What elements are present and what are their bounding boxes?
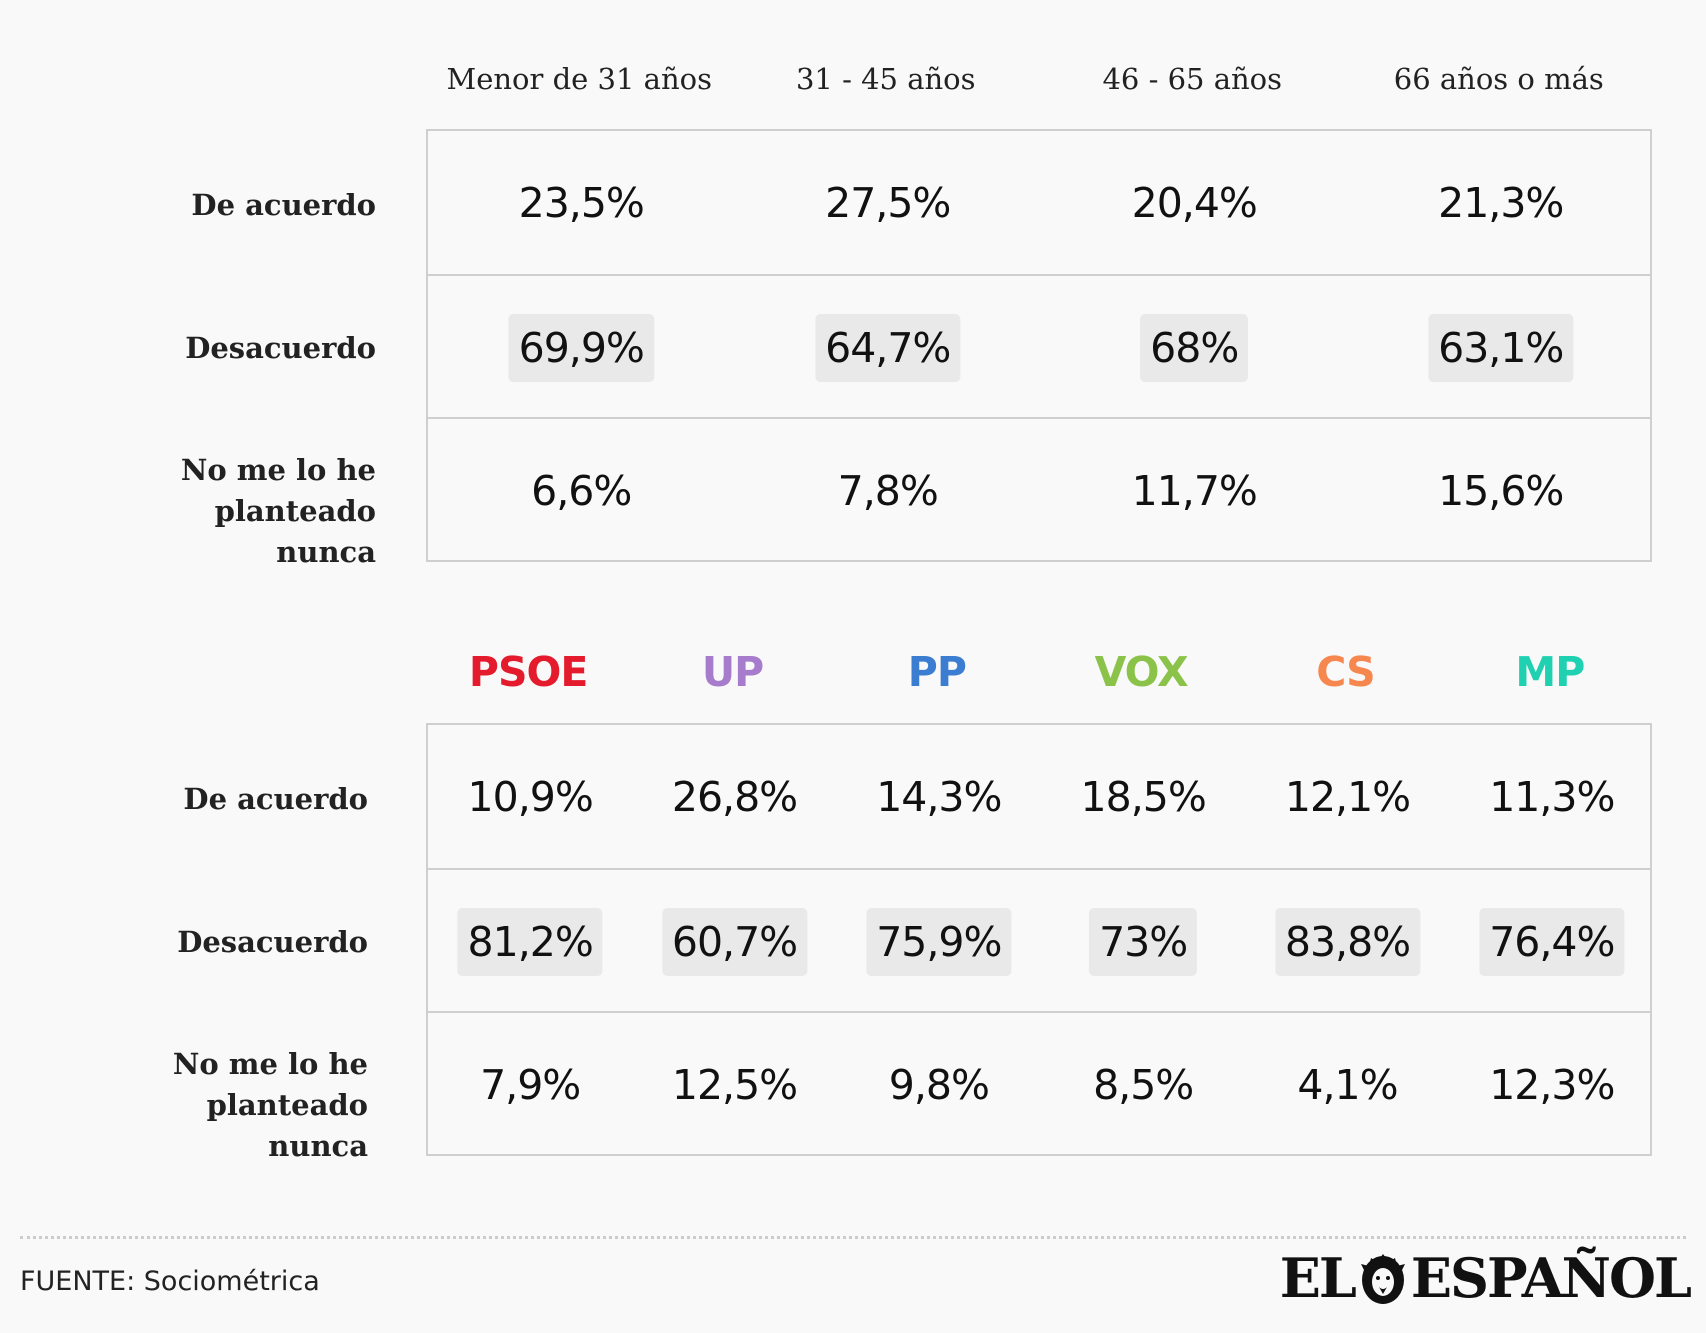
party-column-header: UP xyxy=(701,648,764,696)
table-row: 81,2% 60,7% 75,9% 73% 83,8% 76,4% xyxy=(428,868,1650,1011)
age-table-grid: 23,5% 27,5% 20,4% 21,3% 69,9% 64,7% 68% 63,1% 6,… xyxy=(426,129,1652,562)
party-column-header: PP xyxy=(907,648,967,696)
table-cell: 75,9% xyxy=(866,907,1012,976)
party-column-header: VOX xyxy=(1094,648,1189,696)
table-row: 7,9% 12,5% 9,8% 8,5% 4,1% 12,3% xyxy=(428,1011,1650,1154)
table-cell: 6,6% xyxy=(531,466,632,515)
table-row: 6,6% 7,8% 11,7% 15,6% xyxy=(428,417,1650,560)
table-cell: 27,5% xyxy=(825,178,951,227)
table-cell: 69,9% xyxy=(508,313,654,382)
table-cell: 11,3% xyxy=(1489,772,1615,821)
table-row: 23,5% 27,5% 20,4% 21,3% xyxy=(428,131,1650,274)
table-cell: 21,3% xyxy=(1438,178,1564,227)
table-cell: 63,1% xyxy=(1428,313,1574,382)
table-cell: 60,7% xyxy=(661,907,808,976)
row-label: No me lo he planteado nunca xyxy=(180,452,376,569)
lion-icon xyxy=(1360,1254,1405,1304)
table-cell: 73% xyxy=(1089,907,1198,976)
age-column-header: 66 años o más xyxy=(1393,62,1604,96)
table-cell: 14,3% xyxy=(876,772,1002,821)
table-row: 10,9% 26,8% 14,3% 18,5% 12,1% 11,3% xyxy=(428,725,1650,868)
table-cell: 81,2% xyxy=(457,907,603,976)
table-cell: 64,7% xyxy=(815,313,961,382)
table-cell: 7,8% xyxy=(837,466,939,515)
table-cell: 9,8% xyxy=(888,1060,990,1109)
table-cell: 26,8% xyxy=(671,772,798,821)
age-table: Menor de 31 años 31 - 45 años 46 - 65 años… xyxy=(0,62,1706,569)
table-cell: 7,9% xyxy=(480,1060,581,1109)
party-table: PSOE UP PP VOX CS MP 10,9% 26,8% 14,3% 18,5% 12,1%… xyxy=(0,648,1706,1163)
table-cell: 83,8% xyxy=(1274,907,1421,976)
table-cell: 4,1% xyxy=(1297,1060,1398,1109)
row-label: De acuerdo xyxy=(183,781,368,816)
row-label: De acuerdo xyxy=(191,187,376,222)
table-cell: 10,9% xyxy=(467,772,594,821)
table-cell: 12,5% xyxy=(671,1060,798,1109)
age-column-header: 31 - 45 años xyxy=(795,62,976,96)
logo-text-left: EL xyxy=(1279,1246,1357,1310)
age-column-header: Menor de 31 años xyxy=(446,62,712,96)
table-cell: 68% xyxy=(1140,313,1249,382)
row-label: Desacuerdo xyxy=(177,924,368,959)
party-column-header: CS xyxy=(1316,648,1375,696)
table-cell: 23,5% xyxy=(518,178,645,227)
row-label: Desacuerdo xyxy=(185,330,376,365)
party-column-header: MP xyxy=(1515,648,1585,696)
table-row: 69,9% 64,7% 68% 63,1% xyxy=(428,274,1650,417)
table-cell: 8,5% xyxy=(1093,1060,1194,1109)
table-cell: 15,6% xyxy=(1438,466,1564,515)
footer-divider xyxy=(20,1236,1686,1239)
table-cell: 18,5% xyxy=(1080,772,1207,821)
table-cell: 11,7% xyxy=(1131,466,1258,515)
table-cell: 76,4% xyxy=(1479,907,1625,976)
el-espanol-logo: EL ESPAÑOL xyxy=(1279,1246,1692,1310)
age-column-header: 46 - 65 años xyxy=(1102,62,1283,96)
row-label: No me lo he planteado nunca xyxy=(172,1046,368,1163)
table-cell: 12,1% xyxy=(1284,772,1411,821)
source-note: FUENTE: Sociométrica xyxy=(20,1266,320,1297)
logo-text-right: ESPAÑOL xyxy=(1410,1246,1692,1310)
table-cell: 12,3% xyxy=(1489,1060,1615,1109)
party-column-header: PSOE xyxy=(468,648,588,696)
table-cell: 20,4% xyxy=(1131,178,1258,227)
party-table-grid: 10,9% 26,8% 14,3% 18,5% 12,1% 11,3% 81,2% 60,7%… xyxy=(426,723,1652,1156)
